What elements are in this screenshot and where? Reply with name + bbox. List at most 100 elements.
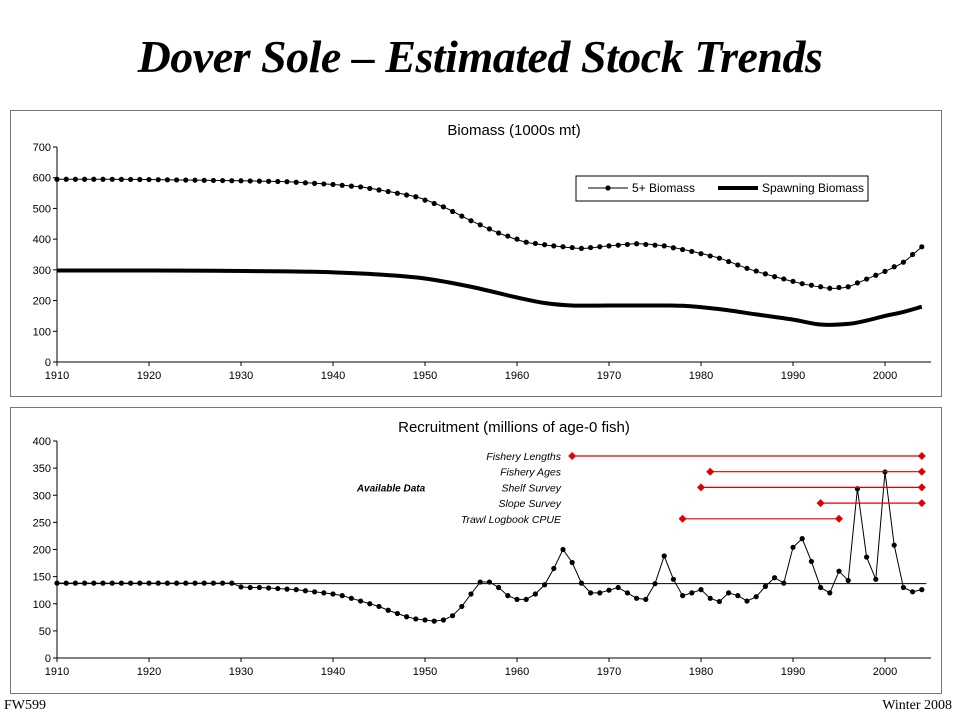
five-plus-biomass-point [72, 176, 78, 182]
recruitment-point [321, 590, 327, 596]
recruitment-point [210, 580, 216, 586]
recruitment-point [689, 590, 695, 596]
recruitment-point [753, 594, 759, 600]
five-plus-biomass-point [247, 178, 253, 184]
recruitment-point [385, 607, 391, 613]
five-plus-biomass-point [109, 176, 115, 182]
recruitment-point [201, 580, 207, 586]
available-data-range-marker [697, 483, 705, 492]
five-plus-biomass-point [450, 208, 456, 215]
x-tick-label: 1910 [45, 370, 69, 382]
five-plus-biomass-point [818, 284, 824, 290]
available-data-row-label: Fishery Lengths [486, 451, 561, 463]
five-plus-biomass-point [284, 179, 290, 185]
x-tick-label: 1920 [137, 666, 161, 678]
recruitment-point [716, 598, 723, 605]
available-data-range-marker [917, 499, 926, 508]
available-data-range-marker [917, 483, 926, 492]
y-tick-label: 300 [33, 490, 51, 502]
five-plus-biomass-point [468, 218, 474, 224]
recruitment-point [707, 595, 713, 601]
recruitment-point [643, 596, 649, 603]
available-data-range-marker [917, 452, 926, 460]
recruitment-point [367, 601, 373, 607]
five-plus-biomass-point [505, 233, 511, 239]
recruitment-point [330, 591, 336, 597]
y-tick-label: 0 [45, 357, 51, 369]
recruitment-point [312, 589, 318, 595]
recruitment-point [404, 614, 410, 620]
recruitment-point [836, 568, 842, 574]
recruitment-point [578, 580, 585, 586]
recruitment-point [624, 590, 631, 596]
x-tick-label: 2000 [873, 370, 897, 382]
recruitment-point [726, 590, 732, 596]
x-tick-label: 1920 [137, 370, 161, 382]
available-data-range-marker [706, 467, 715, 476]
available-data-label: Available Data [356, 483, 426, 494]
recruitment-point [532, 591, 539, 597]
recruitment-point [744, 598, 750, 604]
five-plus-biomass-point [624, 241, 631, 248]
x-tick-label: 1950 [413, 370, 437, 382]
five-plus-biomass-point [266, 178, 272, 184]
five-plus-biomass-point [753, 268, 759, 274]
five-plus-biomass-point [118, 176, 124, 182]
y-tick-label: 200 [33, 545, 51, 557]
recruitment-point [900, 584, 907, 591]
recruitment-point [348, 595, 354, 601]
available-data-range-marker [678, 514, 687, 523]
chart-title: Biomass (1000s mt) [447, 122, 580, 139]
recruitment-point [542, 582, 548, 588]
recruitment-point [523, 596, 529, 603]
recruitment-point [174, 580, 180, 586]
recruitment-point [256, 584, 262, 591]
five-plus-biomass-point [376, 187, 382, 193]
five-plus-biomass-point [183, 177, 189, 183]
y-tick-label: 0 [45, 653, 51, 665]
recruitment-point [293, 587, 299, 593]
five-plus-biomass-point [716, 255, 723, 261]
recruitment-point [229, 580, 235, 586]
recruitment-point [661, 553, 667, 559]
five-plus-biomass-point [689, 248, 695, 255]
five-plus-biomass-point [735, 262, 741, 268]
x-tick-label: 1970 [597, 370, 621, 382]
x-tick-label: 1960 [505, 370, 529, 382]
five-plus-biomass-point [404, 192, 410, 198]
five-plus-biomass-point [680, 246, 686, 253]
five-plus-biomass-point [486, 226, 492, 232]
page-title: Dover Sole – Estimated Stock Trends [137, 31, 823, 82]
recruitment-point [496, 584, 502, 591]
available-data-range-marker [568, 452, 577, 460]
y-tick-label: 350 [33, 463, 51, 475]
five-plus-biomass-point [634, 241, 640, 247]
recruitment-point [183, 580, 189, 586]
five-plus-biomass-point [164, 177, 170, 183]
x-tick-label: 1980 [689, 370, 713, 382]
five-plus-biomass-point [900, 259, 907, 265]
recruitment-point [670, 576, 677, 582]
five-plus-biomass-point [220, 177, 226, 184]
five-plus-biomass-point [413, 194, 419, 200]
five-plus-biomass-point [348, 183, 354, 189]
five-plus-biomass-point [808, 282, 815, 288]
available-data-range-marker [917, 467, 926, 476]
five-plus-biomass-point [781, 276, 787, 282]
five-plus-biomass-point [440, 204, 446, 210]
five-plus-biomass-point [726, 258, 732, 265]
recruitment-point [220, 580, 226, 586]
five-plus-biomass-point [54, 176, 60, 182]
available-data-row-label: Fishery Ages [500, 467, 562, 479]
five-plus-biomass-point [569, 244, 575, 251]
five-plus-biomass-point [615, 242, 621, 248]
x-tick-label: 1930 [229, 370, 253, 382]
five-plus-biomass-point [744, 265, 750, 271]
five-plus-biomass-point [523, 239, 529, 245]
recruitment-point [827, 590, 833, 596]
recruitment-point [238, 584, 244, 590]
recruitment-point [505, 593, 511, 599]
recruitment-point [394, 610, 400, 617]
five-plus-biomass-point [891, 264, 897, 270]
biomass-chart: 0 100 200 300 400 500 600 700 1910 1920 1930 1940 19… [33, 122, 931, 382]
